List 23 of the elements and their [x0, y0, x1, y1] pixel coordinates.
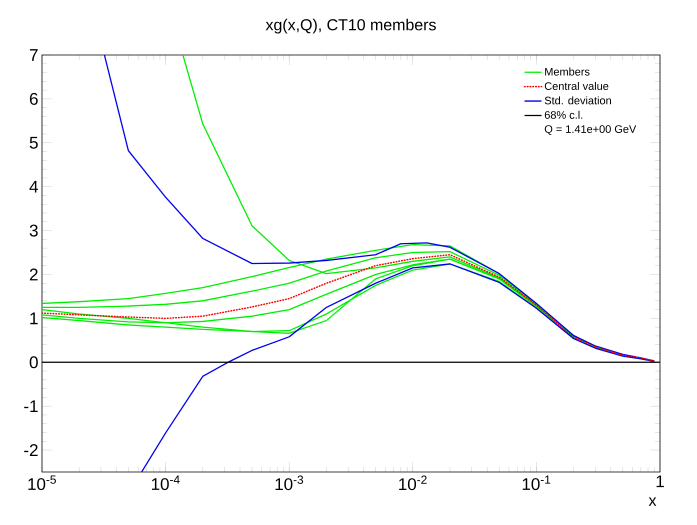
x-tick-label: 10$^{-3}$ [276, 476, 304, 490]
y-tick-label: 3 [30, 224, 38, 237]
y-tick-label: 5 [30, 136, 38, 149]
x-tick-label: 10$^{-5}$ [28, 476, 56, 490]
x-tick-label: 10$^{-4}$ [152, 476, 180, 490]
x-axis-title: x [648, 497, 656, 506]
x-tick-label: 10$^{-1}$ [522, 476, 550, 490]
y-tick-label: 4 [29, 180, 38, 193]
x-tick-label: 1 [656, 476, 664, 488]
y-tick-label: 2 [30, 268, 38, 280]
y-tick-label: 6 [30, 92, 38, 105]
x-tick-label: 10$^{-2}$ [399, 476, 427, 490]
y-tick-label: 1 [30, 312, 38, 324]
annotation: Q = 1.41e+00 GeV [544, 125, 636, 135]
legend-label: Std. deviation [544, 96, 611, 104]
y-tick-label: -1 [24, 400, 38, 412]
y-tick-label: 0 [30, 356, 38, 368]
legend-label: Members [545, 68, 590, 76]
legend-label: 68% c.l. [544, 110, 582, 119]
y-tick-label: -2 [24, 444, 38, 456]
y-tick-label: 7 [30, 49, 38, 61]
chart-title: xg(x,Q), CT10 members [266, 18, 436, 34]
legend-label: Central value [544, 82, 608, 90]
